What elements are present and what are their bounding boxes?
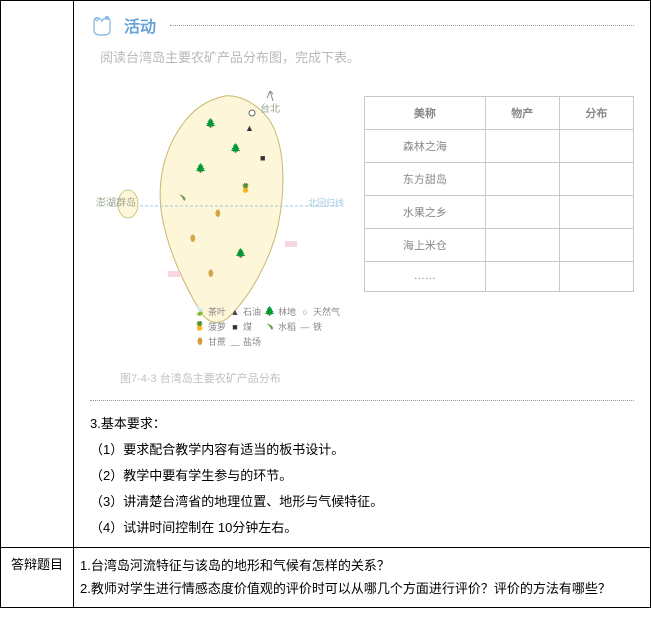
legend-symbol: 🌲: [265, 307, 275, 317]
mini-table-header-row: 美称 物产 分布: [365, 97, 634, 130]
legend-item: 🌲林地: [265, 305, 296, 318]
svg-text:🌲: 🌲: [205, 117, 216, 128]
map-container: 🌲 🌲 🌲 🍍 ⬮ ⬮ 🌲 ⬮ ▲ ■ ﹅ 台北: [90, 76, 350, 356]
mini-td-empty: [485, 262, 559, 292]
svg-text:⬮: ⬮: [190, 233, 196, 243]
legend-symbol: 🍃: [195, 307, 205, 317]
legend-label: 石油: [243, 305, 261, 318]
activity-title: 活动: [124, 13, 156, 37]
svg-text:▲: ▲: [245, 123, 254, 133]
mini-td: 森林之海: [365, 130, 486, 163]
map-legend: 🍃茶叶▲石油🌲林地○天然气🍍菠萝■煤﹅水稻—铁⬮甘蔗﹏盐场: [195, 305, 340, 348]
svg-text:🌲: 🌲: [235, 247, 246, 258]
mini-table-row: 水果之乡: [365, 196, 634, 229]
mini-td-empty: [559, 130, 633, 163]
legend-item: 🍃茶叶: [195, 305, 226, 318]
legend-item: ▲石油: [230, 305, 261, 318]
mini-td: 东方甜岛: [365, 163, 486, 196]
mini-table-row: ……: [365, 262, 634, 292]
dotted-line-top: [170, 25, 634, 26]
legend-symbol: ■: [230, 322, 240, 332]
mini-td-empty: [485, 163, 559, 196]
mini-td: ……: [365, 262, 486, 292]
svg-text:﹅: ﹅: [178, 193, 187, 203]
legend-item: ■煤: [230, 320, 261, 333]
legend-item: ○天然气: [300, 305, 340, 318]
svg-text:🌲: 🌲: [230, 142, 241, 153]
legend-item: ⬮甘蔗: [195, 335, 226, 348]
legend-symbol: ﹏: [230, 337, 240, 347]
req-item: （4）试讲时间控制在 10分钟左右。: [90, 515, 644, 541]
req-item: （2）教学中要有学生参与的环节。: [90, 463, 644, 489]
mini-table-row: 海上米仓: [365, 229, 634, 262]
instruction-text: 阅读台湾岛主要农矿产品分布图，完成下表。: [80, 37, 644, 72]
defense-label: 答辩题目: [11, 557, 63, 572]
legend-symbol: 🍍: [195, 322, 205, 332]
defense-section: 1.台湾岛河流特征与该岛的地形和气候有怎样的关系？ 2.教师对学生进行情感态度价…: [80, 554, 644, 601]
svg-text:🌲: 🌲: [195, 162, 206, 173]
req-item: （1）要求配合教学内容有适当的板书设计。: [90, 437, 644, 463]
legend-label: 盐场: [243, 335, 261, 348]
legend-label: 水稻: [278, 320, 296, 333]
mini-td: 水果之乡: [365, 196, 486, 229]
mini-td-empty: [559, 229, 633, 262]
mini-td-empty: [485, 130, 559, 163]
defense-item: 1.台湾岛河流特征与该岛的地形和气候有怎样的关系？: [80, 554, 644, 577]
dotted-line-bottom: [90, 400, 634, 401]
req-title: 3.基本要求：: [90, 411, 644, 437]
legend-symbol: —: [300, 322, 310, 332]
mini-table-row: 森林之海: [365, 130, 634, 163]
defense-label-cell: 答辩题目: [1, 548, 74, 608]
requirements-section: 3.基本要求： （1）要求配合教学内容有适当的板书设计。 （2）教学中要有学生参…: [80, 407, 644, 541]
defense-content-cell: 1.台湾岛河流特征与该岛的地形和气候有怎样的关系？ 2.教师对学生进行情感态度价…: [74, 548, 651, 608]
mini-td-empty: [559, 262, 633, 292]
legend-item: ﹏盐场: [230, 335, 261, 348]
legend-label: 菠萝: [208, 320, 226, 333]
legend-item: 🍍菠萝: [195, 320, 226, 333]
legend-symbol: ﹅: [265, 322, 275, 332]
activity-header: 活动: [80, 7, 644, 37]
mini-td-empty: [559, 163, 633, 196]
label-penghu: 澎湖群岛: [96, 194, 136, 209]
legend-label: 林地: [278, 305, 296, 318]
svg-text:⬮: ⬮: [215, 208, 221, 218]
legend-label: 铁: [313, 320, 322, 333]
legend-symbol: ⬮: [195, 337, 205, 347]
mini-th-0: 美称: [365, 97, 486, 130]
mini-td-empty: [559, 196, 633, 229]
mini-th-1: 物产: [485, 97, 559, 130]
svg-text:■: ■: [260, 153, 265, 163]
map-area: 🌲 🌲 🌲 🍍 ⬮ ⬮ 🌲 ⬮ ▲ ■ ﹅ 台北: [80, 72, 644, 364]
mini-table-row: 东方甜岛: [365, 163, 634, 196]
mini-th-2: 分布: [559, 97, 633, 130]
mini-td-empty: [485, 196, 559, 229]
legend-symbol: ○: [300, 307, 310, 317]
legend-item: ﹅水稻: [265, 320, 296, 333]
legend-item: —铁: [300, 320, 340, 333]
req-item: （3）讲清楚台湾省的地理位置、地形与气候特征。: [90, 489, 644, 515]
label-tropic: 北回归线: [308, 196, 344, 209]
map-caption: 图7-4-3 台湾岛主要农矿产品分布: [80, 364, 644, 394]
svg-text:🍍: 🍍: [240, 182, 251, 193]
defense-item: 2.教师对学生进行情感态度价值观的评价时可以从哪几个方面进行评价？评价的方法有哪…: [80, 577, 644, 600]
legend-label: 甘蔗: [208, 335, 226, 348]
mini-table: 美称 物产 分布 森林之海 东方甜岛 水果之: [364, 96, 634, 292]
left-cell-activity: [1, 1, 74, 548]
svg-text:⬮: ⬮: [208, 268, 214, 278]
label-taipei: 台北: [260, 100, 280, 115]
legend-symbol: ▲: [230, 307, 240, 317]
mini-td-empty: [485, 229, 559, 262]
legend-label: 天然气: [313, 305, 340, 318]
mini-td: 海上米仓: [365, 229, 486, 262]
legend-label: 煤: [243, 320, 252, 333]
content-cell: 活动 阅读台湾岛主要农矿产品分布图，完成下表。 🌲 🌲 🌲 🍍: [74, 1, 651, 548]
legend-label: 茶叶: [208, 305, 226, 318]
activity-icon: [90, 13, 118, 37]
main-table: 活动 阅读台湾岛主要农矿产品分布图，完成下表。 🌲 🌲 🌲 🍍: [0, 0, 651, 608]
